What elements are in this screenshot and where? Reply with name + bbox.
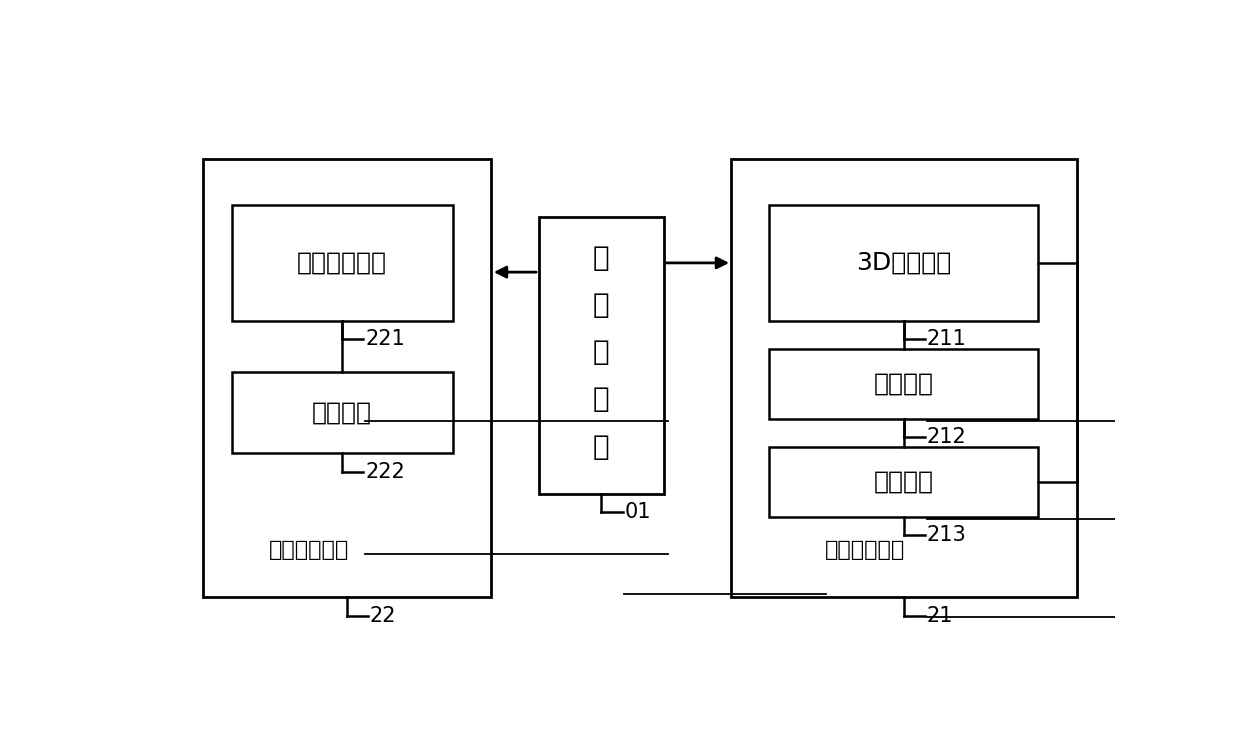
Text: 211: 211	[927, 329, 966, 349]
Text: 导航单元: 导航单元	[873, 470, 934, 494]
Bar	[539, 216, 664, 494]
Bar	[232, 205, 452, 321]
Text: 图形扫描单元: 图形扫描单元	[297, 251, 387, 275]
Bar	[769, 447, 1038, 517]
Text: 构: 构	[593, 339, 610, 366]
Bar	[769, 349, 1038, 419]
Text: 墙: 墙	[593, 291, 610, 319]
Text: 大场定位单元: 大场定位单元	[825, 540, 906, 560]
Text: 算法单元: 算法单元	[873, 372, 934, 396]
Text: 222: 222	[366, 461, 405, 482]
Text: 22: 22	[370, 606, 396, 626]
Bar	[232, 372, 452, 453]
Bar	[769, 205, 1038, 321]
Text: 01: 01	[624, 502, 650, 522]
Text: 212: 212	[927, 427, 966, 447]
Text: 213: 213	[927, 525, 966, 545]
Bar	[203, 159, 491, 598]
Text: 21: 21	[927, 606, 953, 626]
Text: 部: 部	[593, 386, 610, 413]
Text: 小场扫描单元: 小场扫描单元	[269, 540, 348, 560]
Text: 221: 221	[366, 329, 405, 349]
Text: 校对单元: 校对单元	[312, 401, 372, 425]
Bar	[731, 159, 1077, 598]
Text: 件: 件	[593, 432, 610, 461]
Text: 幕: 幕	[593, 244, 610, 273]
Text: 3D建筑模型: 3D建筑模型	[856, 251, 952, 275]
